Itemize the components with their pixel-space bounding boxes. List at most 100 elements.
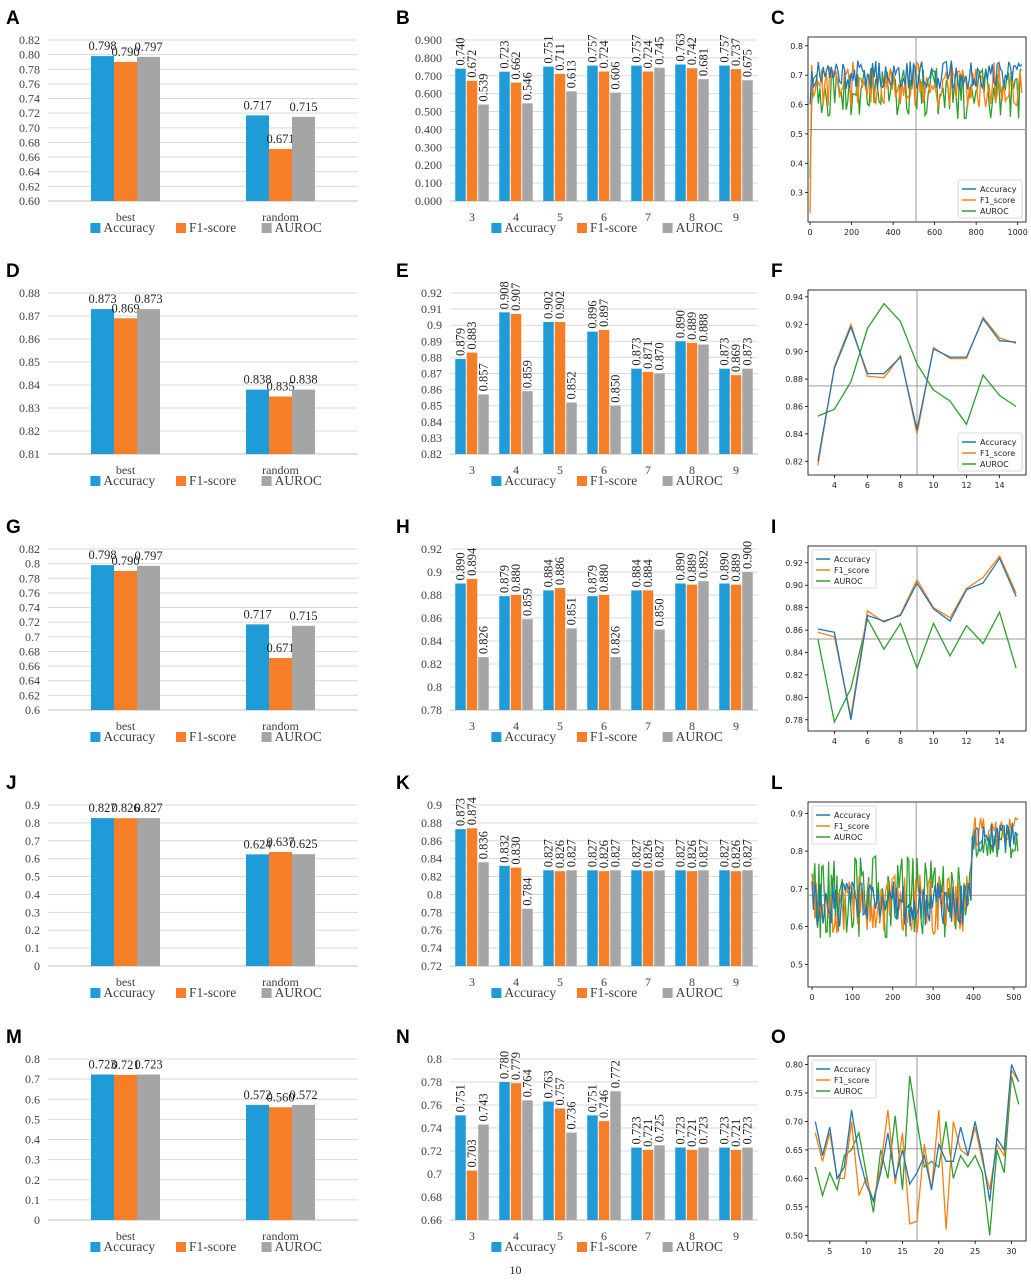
y-tick-label: 0.78	[421, 703, 442, 717]
x-tick-label: 7	[645, 719, 651, 733]
y-tick-label: 0.92	[785, 320, 803, 329]
data-label: 0.764	[521, 1069, 535, 1098]
y-tick-label: 0.76	[421, 923, 442, 937]
legend-label: Accuracy	[103, 729, 155, 744]
y-tick-label: 0.76	[421, 1098, 442, 1112]
data-label: 0.886	[553, 557, 567, 585]
data-label: 0.826	[597, 840, 611, 868]
legend-label: AUROC	[834, 577, 863, 586]
panel-letter: N	[396, 1027, 410, 1048]
bar-auroc	[478, 1124, 489, 1220]
data-label: 0.851	[565, 597, 579, 625]
y-tick-label: 0	[34, 1213, 40, 1227]
y-tick-label: 0.74	[421, 941, 442, 955]
y-tick-label: 0.64	[19, 165, 40, 179]
data-label: 0.902	[553, 291, 567, 319]
bar-auroc	[292, 854, 315, 966]
legend-label: Accuracy	[834, 1065, 871, 1074]
legend-swatch-auroc	[662, 988, 673, 998]
legend-swatch-auroc	[261, 223, 272, 233]
y-tick-label: 0.5	[25, 1112, 40, 1126]
bar-accuracy	[675, 64, 686, 201]
y-tick-label: 0.000	[415, 194, 442, 208]
y-tick-label: 0.76	[19, 77, 40, 91]
bar-f1-score	[510, 1083, 522, 1220]
data-label: 0.836	[477, 831, 491, 859]
data-label: 0.880	[509, 564, 523, 592]
legend-label: F1-score	[189, 1239, 236, 1254]
x-tick-label: 5	[557, 1229, 563, 1243]
data-label: 0.826	[729, 840, 743, 868]
x-tick-label: 4	[832, 481, 837, 490]
x-tick-label: 4	[513, 1229, 519, 1243]
legend-label: AUROC	[676, 220, 723, 235]
y-tick-label: 0.7	[25, 1072, 40, 1086]
bar-accuracy	[246, 624, 269, 710]
bar-f1-score	[598, 595, 610, 710]
bar-accuracy	[587, 596, 598, 710]
data-label: 0.890	[454, 552, 468, 580]
panel-letter: B	[396, 8, 410, 29]
bar-auroc	[698, 870, 709, 966]
data-label: 0.723	[88, 1057, 116, 1071]
legend-label: F1-score	[189, 220, 236, 235]
legend-label: F1-score	[189, 729, 236, 744]
x-tick-label: 4	[513, 210, 519, 224]
y-tick-label: 0.300	[415, 140, 442, 154]
bar-f1-score	[114, 318, 137, 454]
x-tick-label: 400	[966, 993, 981, 1002]
bar-accuracy	[631, 368, 642, 454]
x-tick-label: 4	[513, 719, 519, 733]
y-tick-label: 0.8	[25, 557, 40, 571]
x-tick-label: 4	[832, 737, 837, 746]
y-tick-label: 0.82	[421, 447, 442, 461]
panel-letter: L	[771, 773, 783, 794]
legend-swatch-f1-score	[577, 476, 587, 486]
bar-accuracy	[675, 1147, 686, 1220]
data-label: 0.873	[454, 798, 468, 826]
legend-label: Accuracy	[504, 473, 556, 488]
bar-f1-score	[269, 852, 292, 966]
bar-accuracy	[246, 389, 269, 454]
x-tick-label: 6	[865, 481, 870, 490]
bar-auroc	[292, 389, 315, 454]
y-tick-label: 0.88	[19, 286, 40, 300]
bar-f1-score	[510, 595, 522, 710]
bar-auroc	[654, 629, 665, 710]
panel-letter: G	[6, 517, 21, 538]
bar-f1-score	[466, 1170, 478, 1220]
y-tick-label: 0.62	[19, 688, 40, 702]
x-tick-label: 9	[733, 210, 739, 224]
data-label: 0.724	[641, 40, 655, 69]
bar-accuracy	[499, 312, 510, 454]
data-label: 0.625	[289, 837, 317, 851]
x-tick-label: 5	[557, 210, 563, 224]
data-label: 0.772	[609, 1060, 623, 1088]
legend-label: AUROC	[676, 729, 723, 744]
y-tick-label: 0.3	[790, 189, 803, 198]
bar-f1-score	[466, 578, 478, 710]
data-label: 0.721	[729, 1119, 743, 1147]
y-tick-label: 0.3	[25, 1153, 40, 1167]
legend-swatch-auroc	[662, 1242, 673, 1252]
legend-label: Accuracy	[103, 473, 155, 488]
x-tick-label: random	[262, 719, 299, 733]
bar-accuracy	[455, 583, 466, 710]
data-label: 0.838	[289, 373, 317, 387]
data-label: 0.790	[111, 554, 139, 568]
data-label: 0.827	[674, 839, 688, 867]
y-tick-label: 0.78	[19, 62, 40, 76]
legend-label: AUROC	[980, 460, 1009, 469]
data-label: 0.884	[542, 559, 556, 588]
y-tick-label: 0.3	[25, 905, 40, 919]
x-tick-label: 10	[861, 1247, 871, 1256]
x-tick-label: 0	[809, 993, 814, 1002]
x-tick-label: 5	[557, 975, 563, 989]
y-tick-label: 0.80	[19, 48, 40, 62]
y-tick-label: 0.68	[421, 1190, 442, 1204]
legend-swatch-auroc	[662, 732, 673, 742]
bar-auroc	[478, 862, 489, 966]
y-tick-label: 0.8	[790, 42, 803, 51]
y-tick-label: 0.500	[415, 105, 442, 119]
bar-f1-score	[466, 80, 478, 201]
